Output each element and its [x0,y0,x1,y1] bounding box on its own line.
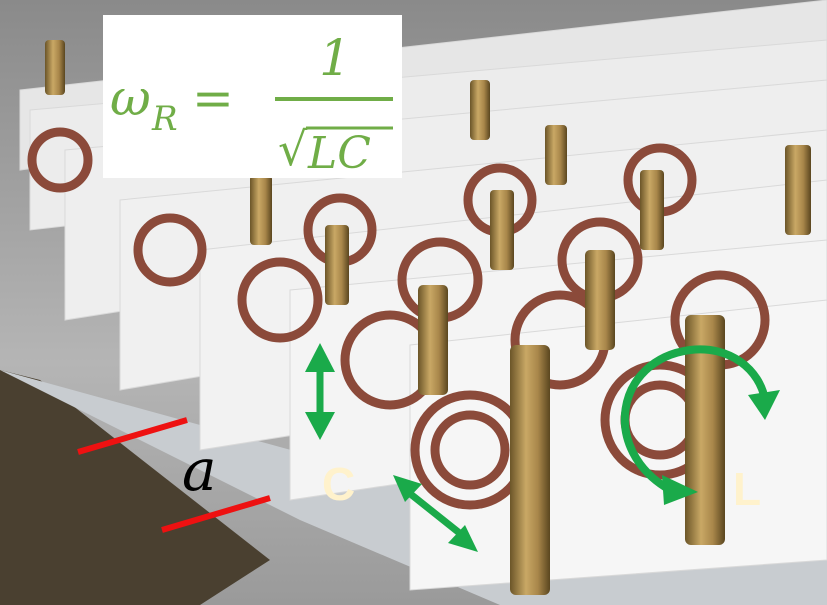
formula-radical: √ [278,122,308,176]
post [585,250,615,350]
post [640,170,664,250]
inductance-label: L [733,463,761,515]
post [325,225,349,305]
spacing-label: a [182,436,217,504]
annotated-photo: ω R = 1 √ LC a C L [0,0,827,605]
post [510,345,550,595]
fraction-bar [275,97,393,101]
post [45,40,65,95]
post [490,190,514,270]
capacitance-label: C [322,458,355,510]
formula-numerator: 1 [319,29,351,87]
formula-omega: ω [110,69,151,127]
post [470,80,490,140]
post [545,125,567,185]
formula-equals: = [192,69,234,127]
formula-radicand: LC [307,128,371,179]
formula-subscript: R [151,99,178,139]
post [785,145,811,235]
post [250,175,272,245]
post [418,285,448,395]
